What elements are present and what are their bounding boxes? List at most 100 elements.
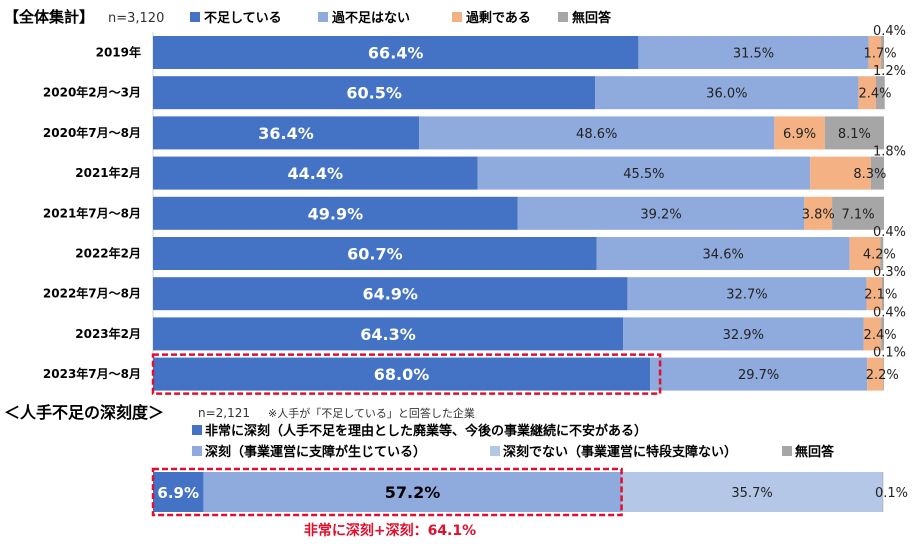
bar-segment <box>596 237 850 270</box>
data-label: 32.7% <box>726 288 767 303</box>
data-label: 0.4% <box>873 24 906 39</box>
legend-label: 無回答 <box>795 444 835 460</box>
severity-highlight-box <box>151 467 623 517</box>
chart-title: 【全体集計】 <box>4 8 94 26</box>
bar-segment <box>881 277 884 311</box>
bar-segment <box>153 156 478 190</box>
severity-summary: 非常に深刻+深刻：64.1% <box>304 522 476 539</box>
data-label: 36.4% <box>258 124 314 143</box>
data-label: 2.2% <box>866 368 899 383</box>
data-label: 0.4% <box>873 305 906 320</box>
bar-segment <box>875 76 885 110</box>
severity-legend: 非常に深刻（人手不足を理由とした廃業等、今後の事業継続に不安がある） 深刻（事業運… <box>192 423 835 460</box>
bar-series <box>153 36 885 391</box>
bar-segment <box>419 116 775 150</box>
bar-segment <box>153 196 518 230</box>
category-label: 2021年7月～8月 <box>43 205 141 220</box>
bar-segment <box>153 36 639 69</box>
bar-segment <box>824 116 884 150</box>
severity-data-label: 0.1% <box>875 486 908 501</box>
bar-segment <box>880 237 884 270</box>
data-label: 8.3% <box>853 167 886 182</box>
category-label: 2020年7月～8月 <box>43 125 141 140</box>
data-label: 8.1% <box>838 127 871 142</box>
bar-segment <box>595 76 859 110</box>
data-label: 60.7% <box>347 245 403 264</box>
legend-swatch <box>192 425 202 435</box>
legend-swatch <box>558 12 568 22</box>
severity-bar-segment <box>203 472 622 512</box>
data-label: 32.9% <box>723 328 764 343</box>
data-label: 39.2% <box>640 207 681 222</box>
legend-label: 無回答 <box>572 10 612 26</box>
bar-segment <box>153 277 628 311</box>
data-label: 1.7% <box>864 47 897 62</box>
bar-segment <box>153 116 420 150</box>
data-label: 1.2% <box>873 64 906 79</box>
bar-segment <box>638 36 869 69</box>
bar-segment <box>774 116 825 150</box>
data-label: 29.7% <box>738 368 779 383</box>
severity-bar-segment <box>153 472 204 512</box>
bar-segment <box>881 36 884 69</box>
bar-segment <box>867 357 884 391</box>
bar-segment <box>153 317 624 351</box>
bar-segment <box>870 156 884 190</box>
severity-bar-series <box>153 472 884 512</box>
data-label: 7.1% <box>842 207 875 222</box>
data-label: 68.0% <box>374 365 430 384</box>
category-label: 2023年7月～8月 <box>43 366 141 381</box>
legend-swatch <box>190 12 200 22</box>
legend-label: 過不足はない <box>331 10 410 26</box>
data-label: 44.4% <box>288 164 344 183</box>
bar-segment <box>517 196 805 230</box>
data-label: 6.9% <box>783 127 816 142</box>
legend-label: 深刻（事業運営に支障が生じている） <box>205 444 426 460</box>
severity-bar-segment <box>621 472 883 512</box>
data-label: 2.1% <box>864 288 897 303</box>
bar-segment <box>153 237 597 270</box>
data-label: 49.9% <box>308 204 364 223</box>
category-labels: 2019年 2020年2月～3月 2020年7月～8月 2021年2月 2021年7月～… <box>43 45 141 382</box>
severity-data-label: 57.2% <box>385 483 441 502</box>
bar-segment <box>623 317 864 351</box>
bar-segment <box>153 357 651 391</box>
data-label: 3.8% <box>802 207 835 222</box>
data-label: 0.4% <box>873 225 906 240</box>
category-label: 2020年2月～3月 <box>43 85 141 100</box>
sample-size-label: n=3,120 <box>108 11 164 26</box>
legend-swatch <box>782 446 792 456</box>
data-label: 48.6% <box>576 127 617 142</box>
bar-segment <box>153 76 596 110</box>
category-label: 2021年2月 <box>75 165 141 180</box>
category-label: 2019年 <box>96 45 141 60</box>
data-label: 66.4% <box>368 44 424 63</box>
severity-data-label: 6.9% <box>157 484 199 502</box>
legend-label: 非常に深刻（人手不足を理由とした廃業等、今後の事業継続に不安がある） <box>205 423 647 439</box>
bar-segment <box>868 36 882 69</box>
legend-label: 過剰である <box>465 10 531 26</box>
legend-label: 深刻でない（事業運営に特段支障ない） <box>503 444 737 460</box>
data-label: 1.8% <box>873 145 906 160</box>
data-label: 34.6% <box>703 248 744 263</box>
data-label: 64.3% <box>360 325 416 344</box>
bar-segment <box>477 156 811 190</box>
bar-segment <box>832 196 884 230</box>
data-label: 60.5% <box>346 84 402 103</box>
bar-segment <box>810 156 871 190</box>
legend-swatch <box>490 446 500 456</box>
severity-sample-size: n=2,121 <box>198 406 250 420</box>
data-label: 0.3% <box>873 265 906 280</box>
bar-segment <box>866 277 882 311</box>
severity-section-title: ＜人手不足の深刻度＞ <box>4 403 164 422</box>
bar-segment <box>849 237 881 270</box>
data-label: 36.0% <box>706 87 747 102</box>
data-labels: 66.4% 31.5% 1.7% 0.4% 60.5% 36.0% 2.4% 1.2% 36.4… <box>258 24 906 384</box>
legend: 不足している 過不足はない 過剰である 無回答 <box>190 10 612 26</box>
data-label: 31.5% <box>733 47 774 62</box>
severity-data-labels: 6.9% 57.2% 35.7% 0.1% <box>157 483 908 502</box>
bar-segment <box>883 357 884 391</box>
legend-swatch <box>192 446 202 456</box>
legend-label: 不足している <box>204 11 282 26</box>
